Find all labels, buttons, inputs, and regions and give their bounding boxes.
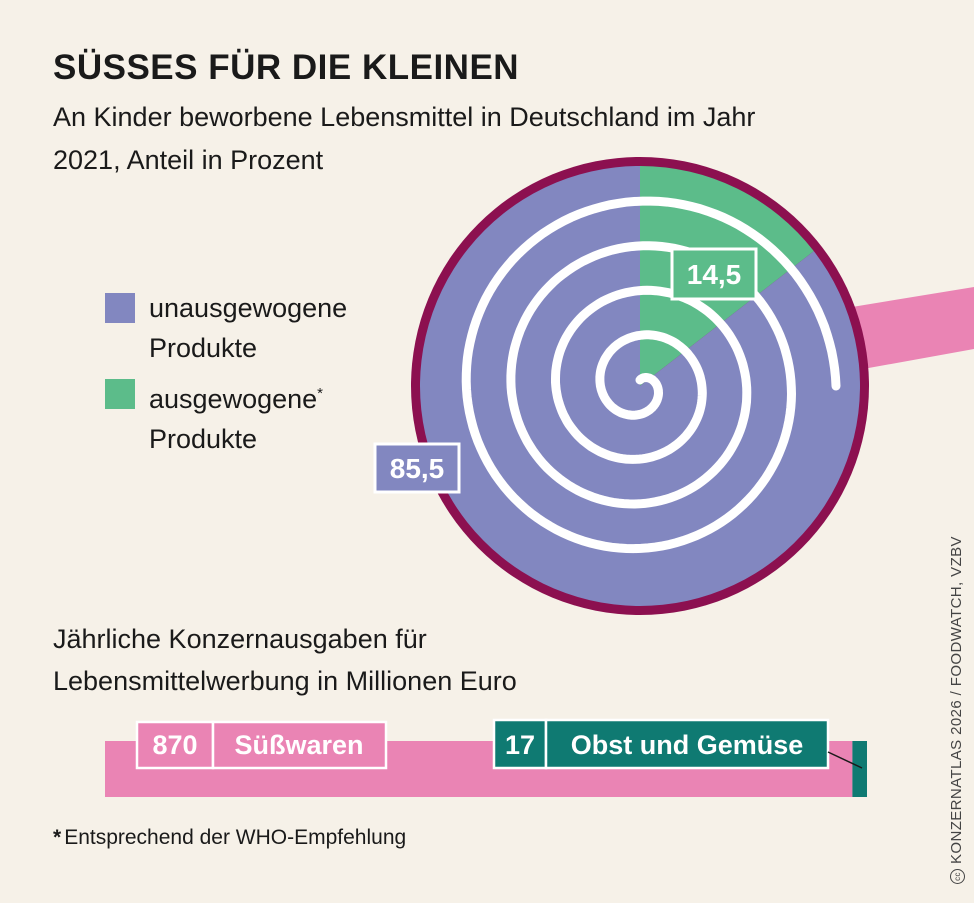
legend-footnote-mark: * bbox=[317, 385, 323, 402]
data-label-unbalanced: 85,5 bbox=[373, 442, 461, 494]
legend-item-balanced: ausgewogene* Produkte bbox=[105, 374, 389, 459]
footnote-text: Entsprechend der WHO-Empfehlung bbox=[64, 826, 407, 849]
legend-swatch-balanced bbox=[105, 379, 135, 409]
chart-subtitle: An Kinder beworbene Lebensmittel in Deut… bbox=[53, 102, 756, 175]
data-label-balanced-box bbox=[670, 247, 758, 301]
bar-label-obst-gemuese: 17 Obst und Gemüse bbox=[492, 718, 830, 770]
spending-chart-title: Jährliche Konzernausgaben für Lebensmitt… bbox=[53, 624, 517, 696]
footnote: * Entsprechend der WHO-Empfehlung bbox=[53, 826, 406, 850]
data-label-balanced-text: 14,5 bbox=[687, 259, 742, 290]
legend-label-unbalanced: unausgewogene Produkte bbox=[149, 293, 348, 363]
bar-label-suesswaren: 870 Süßwaren bbox=[135, 720, 388, 770]
chart-title: SÜSSES FÜR DIE KLEINEN bbox=[53, 48, 520, 87]
source-credit-text: KONZERNATLAS 2026 / FOODWATCH, VZBV bbox=[948, 536, 965, 864]
legend-label-balanced-text: ausgewogene bbox=[149, 384, 318, 414]
legend-item-unbalanced: unausgewogene Produkte bbox=[105, 288, 389, 368]
legend-label-balanced: ausgewogene* Produkte bbox=[149, 374, 389, 459]
bar-name-suesswaren: Süßwaren bbox=[234, 730, 363, 760]
bar-name-box-suesswaren bbox=[211, 720, 388, 770]
legend-swatch-unbalanced bbox=[105, 293, 135, 323]
bar-name-box-obst-gemuese bbox=[544, 718, 830, 770]
data-label-unbalanced-text: 85,5 bbox=[390, 453, 445, 484]
bar-leader-line bbox=[827, 751, 863, 769]
legend-label-balanced-text2: Produkte bbox=[149, 424, 258, 454]
bar-value-suesswaren: 870 bbox=[152, 730, 197, 760]
bar-obst-gemuese bbox=[852, 741, 867, 797]
footnote-mark: * bbox=[53, 826, 62, 849]
data-label-balanced: 14,5 bbox=[670, 247, 758, 301]
creative-commons-icon: cc bbox=[949, 869, 965, 884]
bar-name-obst-gemuese: Obst und Gemüse bbox=[571, 730, 804, 760]
data-label-unbalanced-box bbox=[373, 442, 461, 494]
bar-value-obst-gemuese: 17 bbox=[505, 730, 535, 760]
pie-connector-band bbox=[852, 287, 974, 371]
spiral-decoration bbox=[461, 196, 841, 554]
source-credit: cc KONZERNATLAS 2026 / FOODWATCH, VZBV bbox=[948, 536, 965, 884]
legend: unausgewogene Produkte ausgewogene* Prod… bbox=[105, 288, 389, 465]
